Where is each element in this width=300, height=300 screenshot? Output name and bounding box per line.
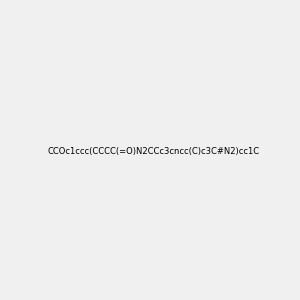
Text: CCOc1ccc(CCCC(=O)N2CCc3cncc(C)c3C#N2)cc1C: CCOc1ccc(CCCC(=O)N2CCc3cncc(C)c3C#N2)cc1… — [48, 147, 260, 156]
